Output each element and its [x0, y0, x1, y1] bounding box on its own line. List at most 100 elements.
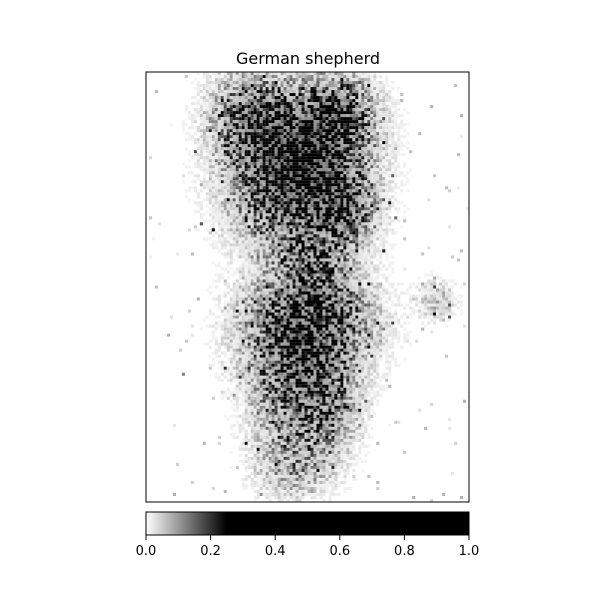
heatmap-cell: [385, 93, 389, 97]
heatmap-cell: [247, 117, 251, 121]
heatmap-cell: [340, 177, 344, 181]
heatmap-cell: [343, 183, 347, 187]
heatmap-cell: [313, 189, 317, 193]
heatmap-cell: [274, 240, 278, 244]
heatmap-cell: [235, 132, 239, 136]
heatmap-cell: [208, 105, 212, 109]
heatmap-cell: [361, 87, 365, 91]
heatmap-cell: [319, 291, 323, 295]
heatmap-cell: [268, 90, 272, 94]
heatmap-cell: [328, 120, 332, 124]
heatmap-cell: [364, 267, 368, 271]
heatmap-cell: [292, 138, 296, 142]
heatmap-cell: [271, 141, 275, 145]
heatmap-cell: [238, 165, 242, 169]
heatmap-cell: [223, 78, 227, 82]
heatmap-cell: [244, 267, 248, 271]
heatmap-cell: [304, 141, 308, 145]
heatmap-cell: [343, 96, 347, 100]
heatmap-cell: [238, 234, 242, 238]
heatmap-cell: [253, 183, 257, 187]
heatmap-cell: [289, 90, 293, 94]
heatmap-cell: [385, 150, 389, 154]
heatmap-cell: [232, 147, 236, 151]
heatmap-cell: [208, 159, 212, 163]
heatmap-cell: [310, 159, 314, 163]
heatmap-cell: [298, 159, 302, 163]
heatmap-cell: [244, 90, 248, 94]
heatmap-cell: [358, 75, 362, 79]
heatmap-cell: [352, 108, 356, 112]
heatmap-cell: [286, 285, 290, 289]
heatmap-cell: [256, 300, 260, 304]
heatmap-cell: [217, 198, 221, 202]
heatmap-cell: [328, 78, 332, 82]
heatmap-cell: [382, 300, 386, 304]
heatmap-cell: [370, 213, 374, 217]
heatmap-cell: [241, 138, 245, 142]
heatmap-cell: [292, 270, 296, 274]
heatmap-cell: [334, 159, 338, 163]
heatmap-cell: [382, 87, 386, 91]
heatmap-cell: [316, 111, 320, 115]
heatmap-cell: [283, 129, 287, 133]
heatmap-cell: [280, 216, 284, 220]
heatmap-cell: [397, 123, 401, 127]
heatmap-cell: [271, 150, 275, 154]
heatmap-cell: [322, 144, 326, 148]
heatmap-cell: [337, 75, 341, 79]
heatmap-cell: [307, 147, 311, 151]
heatmap-cell: [250, 120, 254, 124]
heatmap-cell: [343, 147, 347, 151]
heatmap-cell: [310, 246, 314, 250]
heatmap-cell: [226, 171, 230, 175]
heatmap-cell: [277, 243, 281, 247]
heatmap-cell: [259, 237, 263, 241]
heatmap-cell: [298, 246, 302, 250]
heatmap-cell: [283, 288, 287, 292]
heatmap-cell: [382, 198, 386, 202]
heatmap-cell: [277, 258, 281, 262]
heatmap-cell: [379, 228, 383, 232]
heatmap-cell: [364, 90, 368, 94]
heatmap-cell: [361, 219, 365, 223]
heatmap-cell: [214, 240, 218, 244]
heatmap-cell: [370, 207, 374, 211]
heatmap-cell: [328, 159, 332, 163]
heatmap-cell: [346, 189, 350, 193]
heatmap-cell: [223, 159, 227, 163]
heatmap-cell: [313, 159, 317, 163]
heatmap-cell: [250, 222, 254, 226]
heatmap-cell: [244, 105, 248, 109]
heatmap-cell: [289, 120, 293, 124]
heatmap-cell: [205, 144, 209, 148]
heatmap-cell: [208, 195, 212, 199]
heatmap-cell: [280, 75, 284, 79]
heatmap-cell: [247, 225, 251, 229]
heatmap-cell: [256, 72, 260, 76]
heatmap-cell: [289, 180, 293, 184]
heatmap-cell: [367, 108, 371, 112]
heatmap-cell: [376, 75, 380, 79]
heatmap-cell: [385, 255, 389, 259]
heatmap-cell: [346, 228, 350, 232]
heatmap-cell: [379, 75, 383, 79]
heatmap-cell: [259, 234, 263, 238]
heatmap-cell: [223, 147, 227, 151]
heatmap-cell: [268, 246, 272, 250]
heatmap-cell: [226, 108, 230, 112]
heatmap-cell: [337, 294, 341, 298]
heatmap-cell: [370, 147, 374, 151]
heatmap-cell: [289, 231, 293, 235]
heatmap-cell: [304, 174, 308, 178]
heatmap-cell: [211, 135, 215, 139]
heatmap-cell: [334, 291, 338, 295]
heatmap-cell: [355, 213, 359, 217]
heatmap-cell: [370, 132, 374, 136]
heatmap-cell: [181, 120, 185, 124]
heatmap-cell: [301, 297, 305, 301]
heatmap-cell: [298, 288, 302, 292]
heatmap-cell: [265, 96, 269, 100]
heatmap-cell: [214, 279, 218, 283]
heatmap-cell: [421, 252, 425, 256]
